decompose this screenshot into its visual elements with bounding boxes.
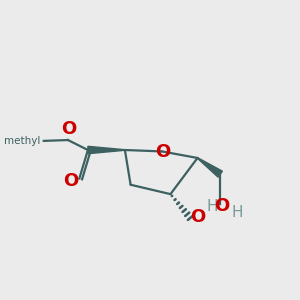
Text: O: O [190,208,206,226]
Text: O: O [61,120,76,138]
Text: O: O [214,196,229,214]
Text: H: H [207,199,218,214]
Text: O: O [155,143,170,161]
Polygon shape [197,158,222,177]
Text: H: H [231,205,242,220]
Text: O: O [63,172,78,190]
Text: methyl: methyl [4,136,40,146]
Polygon shape [88,146,125,154]
